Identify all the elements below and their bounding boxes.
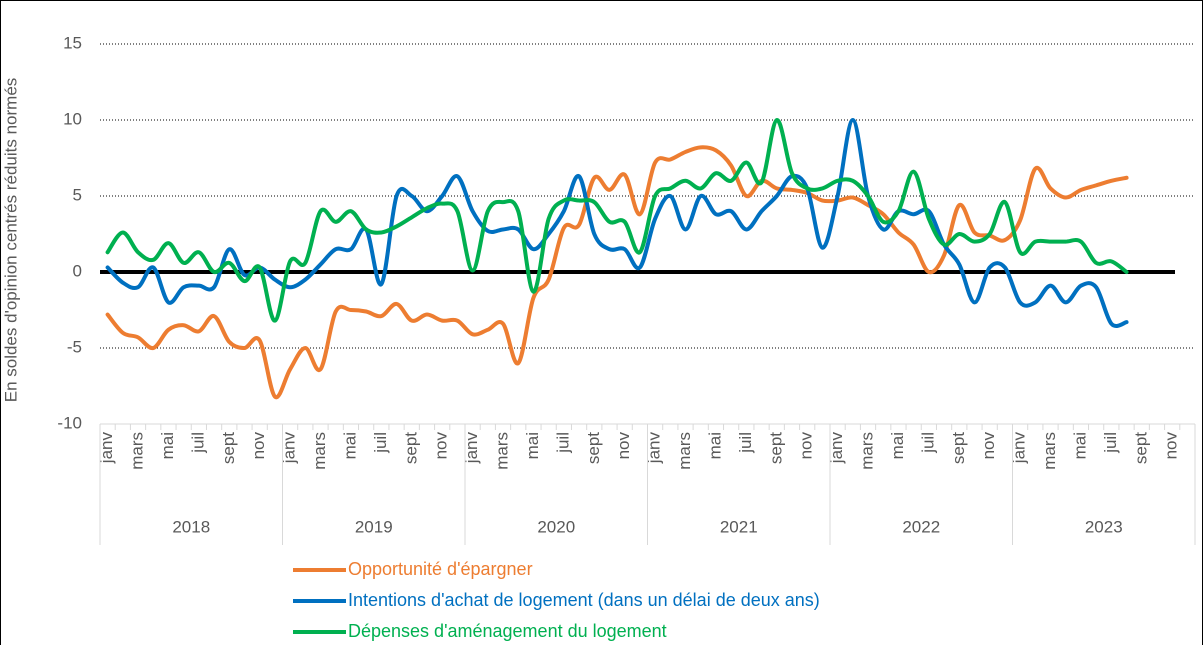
- x-tick-label: janv: [97, 432, 116, 465]
- series-line: [105, 145, 1129, 400]
- series-line: [105, 117, 1129, 323]
- x-tick-label: juil: [1101, 432, 1120, 454]
- year-label: 2019: [355, 517, 393, 536]
- year-label: 2018: [172, 517, 210, 536]
- legend-label: Dépenses d'aménagement du logement: [348, 621, 667, 641]
- x-tick-label: mars: [310, 432, 329, 470]
- x-tick-label: nov: [614, 432, 633, 460]
- x-tick-label: janv: [645, 432, 664, 465]
- x-tick-label: mars: [675, 432, 694, 470]
- x-tick-label: mai: [705, 432, 724, 459]
- x-tick-label: mai: [888, 432, 907, 459]
- x-tick-label: mars: [858, 432, 877, 470]
- x-tick-label: mars: [493, 432, 512, 470]
- x-tick-label: sept: [219, 432, 238, 464]
- y-tick-label: -10: [57, 413, 82, 432]
- year-label: 2021: [720, 517, 758, 536]
- legend-label: Opportunité d'épargner: [348, 559, 533, 579]
- x-tick-label: juil: [553, 432, 572, 454]
- x-tick-label: janv: [827, 432, 846, 465]
- x-tick-label: sept: [1131, 432, 1150, 464]
- series-line: [105, 118, 1129, 328]
- x-tick-label: mars: [128, 432, 147, 470]
- x-tick-label: juil: [736, 432, 755, 454]
- x-tick-label: juil: [188, 432, 207, 454]
- x-tick-label: sept: [949, 432, 968, 464]
- x-tick-label: nov: [1162, 432, 1181, 460]
- x-tick-label: mai: [158, 432, 177, 459]
- x-tick-label: mai: [523, 432, 542, 459]
- x-tick-label: sept: [584, 432, 603, 464]
- x-tick-label: sept: [766, 432, 785, 464]
- x-tick-label: nov: [249, 432, 268, 460]
- x-tick-label: janv: [1010, 432, 1029, 465]
- legend-label: Intentions d'achat de logement (dans un …: [348, 590, 820, 610]
- x-tick-label: nov: [432, 432, 451, 460]
- y-tick-label: 15: [63, 33, 82, 52]
- x-tick-label: sept: [401, 432, 420, 464]
- x-tick-label: nov: [979, 432, 998, 460]
- x-tick-label: janv: [280, 432, 299, 465]
- x-tick-label: janv: [462, 432, 481, 465]
- year-label: 2020: [537, 517, 575, 536]
- year-label: 2022: [902, 517, 940, 536]
- x-tick-label: mars: [1040, 432, 1059, 470]
- x-tick-label: juil: [371, 432, 390, 454]
- y-tick-label: -5: [67, 337, 82, 356]
- x-tick-label: nov: [797, 432, 816, 460]
- y-tick-label: 5: [73, 185, 82, 204]
- y-tick-label: 0: [73, 261, 82, 280]
- y-axis-label: En soldes d'opinion centrés réduits norm…: [1, 78, 20, 403]
- year-label: 2023: [1085, 517, 1123, 536]
- x-tick-label: mai: [1070, 432, 1089, 459]
- x-tick-label: juil: [918, 432, 937, 454]
- x-tick-label: mai: [340, 432, 359, 459]
- y-tick-label: 10: [63, 109, 82, 128]
